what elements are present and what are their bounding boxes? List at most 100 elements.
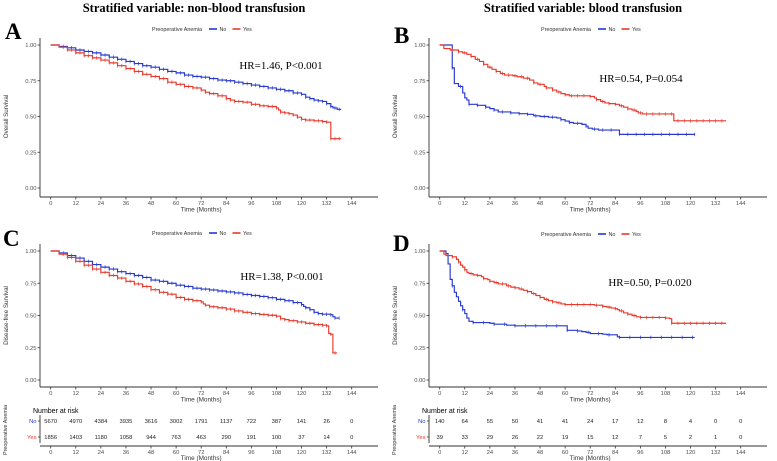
svg-text:0.00: 0.00 <box>25 186 36 192</box>
x-axis-label: Time (Months) <box>181 397 222 404</box>
hr-annotation: HR=1.46, P<0.001 <box>239 60 322 72</box>
panel-b-overall-survival-blood: Preoperative Anemia No Yes 1.00 0.75 0.50 0.25… <box>389 18 777 214</box>
km-curve-no <box>50 44 342 110</box>
svg-text:132: 132 <box>322 391 332 397</box>
svg-text:0.00: 0.00 <box>25 378 36 384</box>
risk-count: 22 <box>537 435 543 441</box>
svg-text:48: 48 <box>537 450 543 456</box>
risk-group-label: Preoperative Anemia <box>392 405 398 455</box>
svg-text:120: 120 <box>297 450 307 456</box>
y-axis-label: Disease-free Survival <box>3 286 10 345</box>
censor-ticks-yes <box>451 255 723 326</box>
svg-text:60: 60 <box>562 450 568 456</box>
svg-text:120: 120 <box>297 201 307 207</box>
svg-text:36: 36 <box>512 391 518 397</box>
risk-count: 100 <box>272 435 282 441</box>
svg-text:No: No <box>220 27 227 33</box>
risk-count: 7 <box>639 435 642 441</box>
svg-text:60: 60 <box>562 201 568 207</box>
risk-count: 15 <box>587 435 593 441</box>
svg-text:0: 0 <box>438 391 441 397</box>
svg-text:48: 48 <box>537 391 543 397</box>
risk-count: 29 <box>487 435 493 441</box>
svg-text:No: No <box>220 231 227 237</box>
svg-text:0: 0 <box>438 450 441 456</box>
figure-title-right: Stratified variable: blood transfusion <box>483 1 683 15</box>
svg-text:84: 84 <box>223 450 230 456</box>
svg-text:0.50: 0.50 <box>414 314 425 320</box>
svg-text:0.25: 0.25 <box>414 150 425 156</box>
censor-ticks-yes <box>62 45 340 141</box>
risk-count: 5 <box>664 435 667 441</box>
risk-count: 26 <box>512 435 518 441</box>
svg-text:0.00: 0.00 <box>414 378 425 384</box>
svg-text:0.00: 0.00 <box>414 186 425 192</box>
km-plot-C: Preoperative Anemia No Yes 1.00 0.75 0.50 0.25… <box>3 231 378 404</box>
svg-text:72: 72 <box>198 391 204 397</box>
svg-text:48: 48 <box>148 201 154 207</box>
panel-c-dfs-nonblood: Preoperative Anemia No Yes 1.00 0.75 0.50 0.25… <box>0 228 388 404</box>
x-axis-label: Time (Months) <box>570 397 611 404</box>
legend: Preoperative Anemia No Yes <box>152 27 252 33</box>
risk-count: 0 <box>350 419 353 425</box>
svg-text:0.25: 0.25 <box>25 150 36 156</box>
axes: 1.00 0.75 0.50 0.25 0.00 0 12 24 36 48 60 72 84 96 108… <box>414 38 767 207</box>
svg-text:84: 84 <box>612 201 619 207</box>
svg-text:144: 144 <box>736 201 746 207</box>
svg-text:36: 36 <box>512 201 518 207</box>
risk-count: 1403 <box>69 435 82 441</box>
svg-text:72: 72 <box>587 201 593 207</box>
svg-text:0.25: 0.25 <box>25 346 36 352</box>
risk-count: 944 <box>146 435 156 441</box>
svg-text:0.75: 0.75 <box>25 79 36 85</box>
legend: Preoperative Anemia No Yes <box>152 231 252 237</box>
svg-text:Yes: Yes <box>243 231 252 237</box>
risk-count: 0 <box>739 419 742 425</box>
risk-count: 463 <box>196 435 206 441</box>
svg-text:Yes: Yes <box>632 232 641 238</box>
svg-text:132: 132 <box>711 201 721 207</box>
panel-d-dfs-blood: Preoperative Anemia No Yes 1.00 0.75 0.50 0.25… <box>389 228 777 404</box>
svg-text:96: 96 <box>637 450 643 456</box>
svg-text:132: 132 <box>711 391 721 397</box>
risk-count: 39 <box>436 435 442 441</box>
svg-text:144: 144 <box>347 391 357 397</box>
risk-table-header: Number at risk <box>33 408 79 415</box>
svg-text:24: 24 <box>487 201 494 207</box>
risk-count: 722 <box>247 419 257 425</box>
censor-ticks-yes <box>451 48 723 123</box>
svg-text:0: 0 <box>49 391 52 397</box>
svg-text:1.00: 1.00 <box>414 43 425 49</box>
svg-text:132: 132 <box>322 201 332 207</box>
svg-text:12: 12 <box>73 391 79 397</box>
svg-text:96: 96 <box>248 201 254 207</box>
svg-text:24: 24 <box>98 391 105 397</box>
y-axis-label: Overall Survival <box>392 95 399 138</box>
risk-table-header: Number at risk <box>422 408 468 415</box>
risk-count: 4384 <box>94 419 108 425</box>
risk-count: 55 <box>487 419 493 425</box>
svg-text:36: 36 <box>123 450 129 456</box>
axes: 1.00 0.75 0.50 0.25 0.00 0 12 24 36 48 60 72 84 96 108… <box>414 244 767 397</box>
svg-text:No: No <box>609 27 616 33</box>
svg-text:Preoperative Anemia: Preoperative Anemia <box>152 231 202 237</box>
km-plot-A: Preoperative Anemia No Yes 1.00 0.75 0.50 0.25… <box>3 27 378 214</box>
svg-text:48: 48 <box>537 201 543 207</box>
svg-text:0.75: 0.75 <box>414 281 425 287</box>
svg-text:144: 144 <box>736 450 746 456</box>
censor-ticks-no <box>62 251 340 320</box>
risk-count: 19 <box>562 435 568 441</box>
svg-text:0.75: 0.75 <box>414 79 425 85</box>
svg-text:120: 120 <box>686 391 696 397</box>
risk-count: 3002 <box>170 419 183 425</box>
svg-text:36: 36 <box>123 201 129 207</box>
svg-text:108: 108 <box>272 450 282 456</box>
panel-label-b: B <box>394 23 410 48</box>
panel-a-overall-survival-nonblood: Preoperative Anemia No Yes 1.00 0.75 0.50 0.25… <box>0 18 388 214</box>
svg-text:24: 24 <box>487 391 494 397</box>
risk-count: 64 <box>462 419 469 425</box>
panel-label-a: A <box>5 19 22 44</box>
km-plot-D: Preoperative Anemia No Yes 1.00 0.75 0.50 0.25… <box>392 232 767 404</box>
risk-row-label-yes: Yes <box>416 435 426 441</box>
